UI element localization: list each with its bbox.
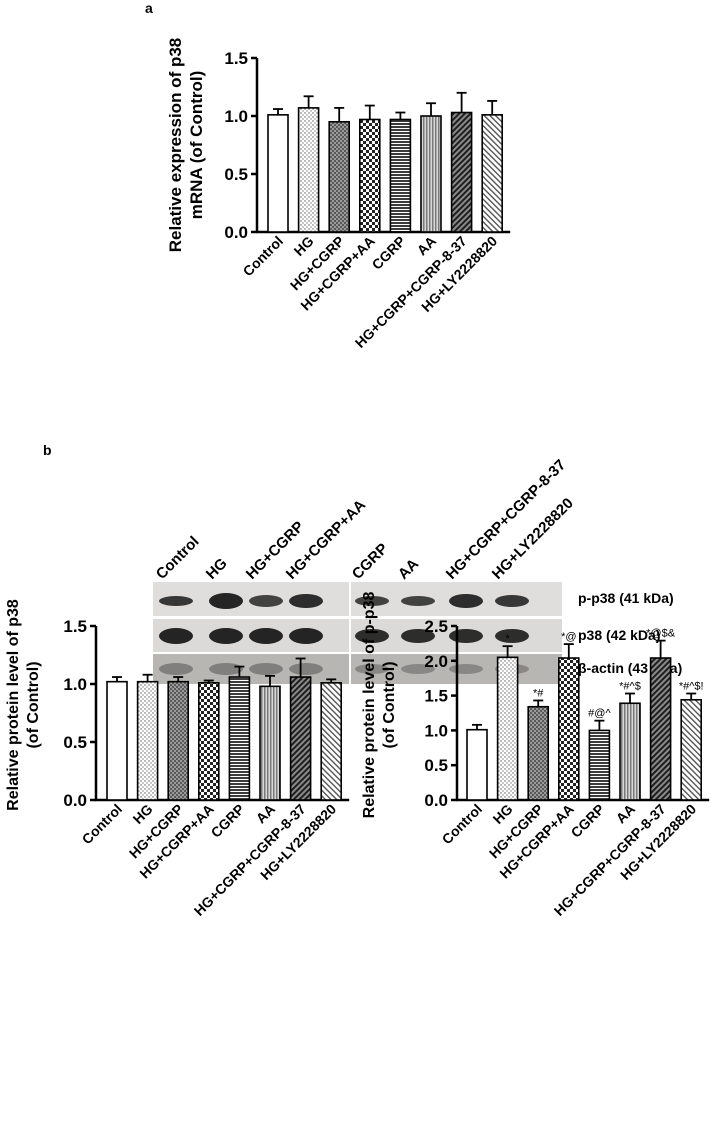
bar-cgrp [228, 676, 251, 801]
y-tick-label: 0.5 [224, 165, 248, 184]
y-axis-label: Relative expression of p38 mRNA (of Contr… [166, 38, 206, 252]
blot-lane-label-aa: AA [395, 555, 422, 582]
panel-label-b: b [43, 442, 52, 458]
band-beta-actin [209, 663, 243, 675]
y-tick-label: 1.0 [63, 675, 87, 694]
band-p-p38 [289, 594, 323, 608]
band-p38 [209, 628, 243, 644]
blot-lane-label-hg: HG [203, 555, 231, 583]
blot-row-label-p-p38: p-p38 (41 kDa) [578, 590, 674, 606]
blot-lane-label-hg-ly2228820: HG+LY2228820 [489, 495, 577, 583]
bar-hg-cgrp [328, 121, 351, 233]
band-p38 [159, 628, 193, 644]
y-tick-label: 1.0 [224, 107, 248, 126]
bar-hg-cgrp-aa [557, 657, 580, 801]
bar-cgrp [588, 729, 611, 801]
band-p-p38 [449, 594, 483, 608]
band-beta-actin [401, 664, 435, 674]
band-beta-actin [355, 664, 389, 674]
band-p-p38 [209, 593, 243, 609]
y-axis-label-line: Relative protein level of p38 [5, 599, 22, 811]
blot-row-label-p38: p38 (42 kDa) [578, 627, 660, 643]
bar-control [466, 728, 488, 801]
bar-hg-cgrp [527, 705, 550, 801]
bar-hg [496, 656, 519, 801]
blot-lane-label-cgrp: CGRP [349, 540, 392, 583]
blot-lane-label-control: Control [153, 533, 203, 583]
bar-aa [420, 115, 442, 233]
y-tick-label: 0.0 [424, 791, 448, 810]
band-p-p38 [159, 596, 193, 606]
y-tick-label: 0.0 [63, 791, 87, 810]
bar-hg [297, 107, 320, 233]
bar-hg-ly2228820 [320, 682, 343, 801]
band-beta-actin [449, 664, 483, 674]
x-tick-label: CGRP [208, 801, 248, 841]
y-tick-label: 0.5 [424, 756, 448, 775]
y-tick-label: 0.0 [224, 223, 248, 242]
significance-label: * [505, 633, 510, 645]
bar-hg-cgrp-cgrp-8-37 [649, 657, 672, 801]
y-tick-label: 0.5 [63, 733, 87, 752]
bar-hg-cgrp-cgrp-8-37 [450, 111, 473, 233]
band-beta-actin [159, 663, 193, 675]
significance-label: *# [533, 687, 544, 699]
x-tick-label: CGRP [568, 801, 608, 841]
y-axis-label: Relative protein level of p38 (of Control… [5, 599, 42, 811]
y-tick-label: 2.5 [424, 617, 448, 636]
significance-label: *@ [561, 631, 576, 643]
bar-hg-ly2228820 [680, 698, 703, 801]
band-p38 [289, 628, 323, 644]
x-tick-label: CGRP [369, 233, 409, 273]
y-tick-label: 1.5 [63, 617, 87, 636]
bar-hg-cgrp-aa [358, 118, 381, 233]
band-p-p38 [355, 596, 389, 606]
bar-control [267, 114, 289, 233]
band-p-p38 [249, 595, 283, 607]
band-p38 [495, 629, 529, 643]
bar-hg [136, 680, 159, 801]
bar-hg-cgrp-cgrp-8-37 [289, 676, 312, 801]
panel-label-a: a [145, 0, 153, 16]
y-tick-label: 1.5 [224, 49, 248, 68]
significance-label: *#^$ [619, 681, 641, 693]
y-axis-label-line: mRNA (of Control) [187, 71, 206, 220]
band-p38 [401, 629, 435, 643]
bar-hg-ly2228820 [481, 114, 504, 233]
bar-aa [259, 685, 281, 801]
bar-hg-cgrp-aa [198, 682, 220, 801]
y-tick-label: 1.5 [424, 687, 448, 706]
bar-cgrp [389, 118, 412, 233]
chart-p38-mrna: 0.0 0.5 1.0 1.5 Relative expression of p38 mR… [166, 38, 511, 351]
y-tick-label: 1.0 [424, 721, 448, 740]
band-p38 [449, 629, 483, 643]
y-tick-label: 2.0 [424, 652, 448, 671]
band-p38 [355, 629, 389, 643]
bar-control [106, 680, 128, 801]
y-axis-label-line: Relative expression of p38 [166, 38, 185, 252]
y-axis-label: Relative protein level of p-p38 (of Contr… [361, 592, 398, 819]
significance-label: *@$& [646, 628, 676, 640]
band-beta-actin [249, 663, 283, 675]
bar-aa [619, 702, 641, 801]
significance-label: *#^$! [679, 681, 704, 693]
band-p38 [249, 628, 283, 644]
y-axis-label-line: Relative protein level of p-p38 [361, 592, 378, 819]
significance-label: #@^ [588, 708, 611, 720]
band-p-p38 [495, 595, 529, 607]
blot-strip-beta-actin [153, 654, 562, 684]
band-beta-actin [289, 663, 323, 675]
bar-hg-cgrp [167, 680, 189, 801]
band-p-p38 [401, 596, 435, 606]
y-axis-label-line: (of Control) [25, 661, 42, 748]
y-axis-label-line: (of Control) [381, 661, 398, 748]
